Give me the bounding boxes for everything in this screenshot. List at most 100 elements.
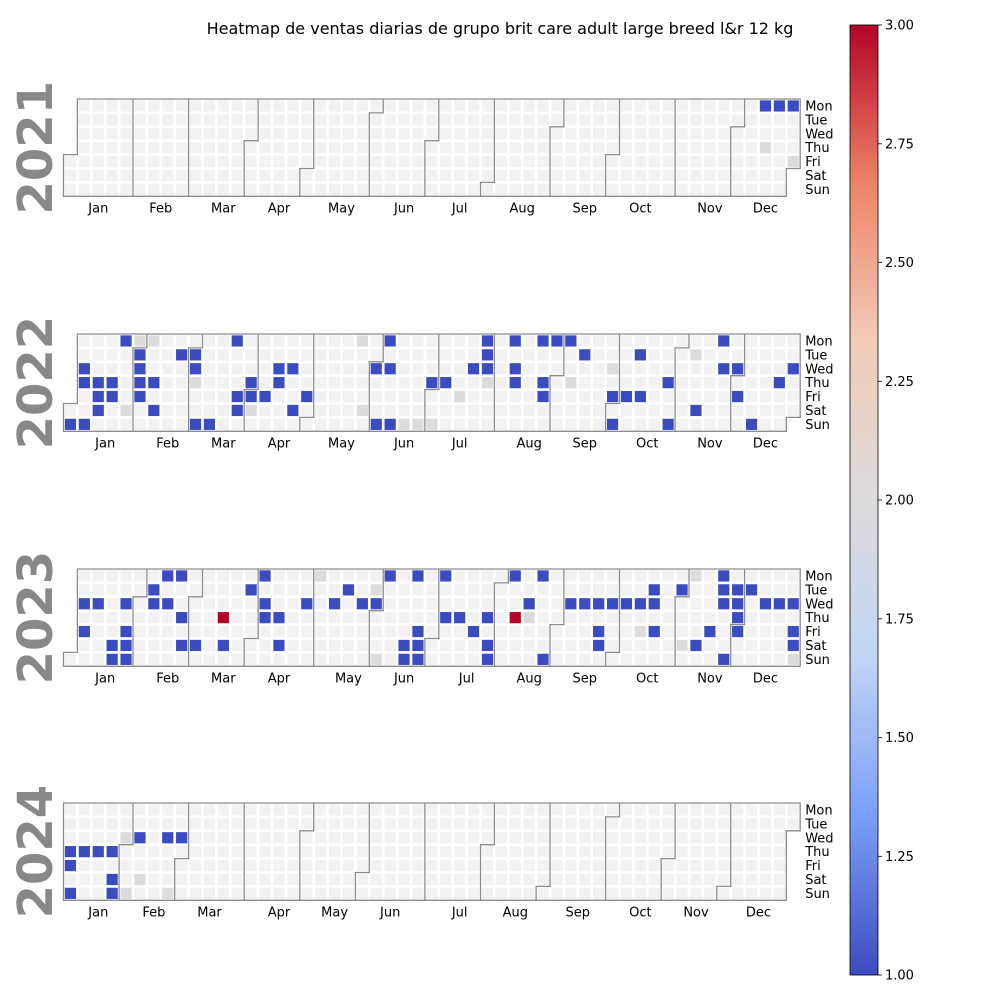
empty-cell-2023-02-01 bbox=[134, 598, 146, 610]
colorbar-tick-label: 2.00 bbox=[885, 494, 914, 509]
empty-cell-2024-01-23 bbox=[106, 818, 118, 830]
month-label-feb: Feb bbox=[156, 671, 179, 686]
sales-cell-2023-03-18 bbox=[217, 639, 229, 652]
empty-cell-2024-01-30 bbox=[120, 818, 132, 830]
empty-cell-2022-06-16 bbox=[398, 377, 410, 389]
empty-cell-2024-07-28 bbox=[467, 887, 480, 899]
empty-cell-2021-06-16 bbox=[398, 128, 410, 140]
colorbar-tick-label: 1.75 bbox=[885, 612, 914, 627]
empty-cell-2022-02-27 bbox=[176, 418, 188, 430]
sales-cell-2023-12-27 bbox=[787, 598, 799, 610]
empty-cell-2024-01-08 bbox=[78, 804, 90, 816]
empty-cell-2023-06-16 bbox=[398, 625, 410, 638]
empty-cell-2023-04-28 bbox=[301, 625, 313, 638]
empty-cell-2022-10-09 bbox=[620, 418, 633, 430]
empty-cell-2024-08-20 bbox=[523, 818, 535, 830]
sales-cell-2022-01-31 bbox=[134, 335, 146, 347]
empty-cell-2023-05-19 bbox=[342, 625, 355, 638]
empty-cell-2024-04-14 bbox=[259, 887, 271, 899]
empty-cell-2024-06-18 bbox=[398, 818, 410, 830]
empty-cell-2023-10-14 bbox=[634, 639, 646, 652]
empty-cell-2023-10-19 bbox=[648, 612, 660, 624]
empty-cell-2021-07-13 bbox=[454, 114, 466, 126]
empty-cell-2024-07-04 bbox=[426, 846, 438, 858]
weekday-label-sat: Sat bbox=[805, 873, 826, 888]
empty-cell-2021-02-25 bbox=[176, 142, 188, 154]
empty-cell-2024-03-11 bbox=[203, 804, 216, 816]
empty-cell-2021-12-19 bbox=[759, 183, 772, 195]
empty-cell-2021-11-13 bbox=[690, 169, 702, 182]
sales-cell-2023-04-13 bbox=[273, 612, 285, 624]
empty-cell-2022-11-17 bbox=[704, 377, 716, 389]
empty-cell-2022-12-15 bbox=[759, 377, 772, 389]
empty-cell-2021-10-06 bbox=[620, 128, 633, 140]
empty-cell-2021-01-05 bbox=[78, 114, 90, 126]
month-boundary bbox=[424, 99, 440, 197]
empty-cell-2023-04-21 bbox=[287, 625, 299, 638]
empty-cell-2021-09-07 bbox=[565, 114, 577, 126]
empty-cell-2022-11-20 bbox=[704, 418, 716, 430]
month-boundary bbox=[549, 569, 565, 667]
empty-cell-2023-07-12 bbox=[454, 598, 466, 610]
empty-cell-2024-09-06 bbox=[551, 859, 563, 872]
empty-cell-2022-12-26 bbox=[787, 335, 799, 347]
empty-cell-2024-08-25 bbox=[523, 887, 535, 899]
empty-cell-2024-10-10 bbox=[620, 846, 633, 858]
sales-cell-2022-01-24 bbox=[120, 335, 132, 347]
empty-cell-2024-06-20 bbox=[398, 846, 410, 858]
empty-cell-2024-07-15 bbox=[454, 804, 466, 816]
empty-cell-2023-10-08 bbox=[620, 653, 633, 665]
empty-cell-2024-09-19 bbox=[579, 846, 591, 858]
sales-cell-2023-12-31 bbox=[787, 653, 799, 665]
empty-cell-2023-07-20 bbox=[467, 612, 480, 624]
sales-cell-2023-12-30 bbox=[787, 639, 799, 652]
empty-cell-2021-05-09 bbox=[315, 183, 327, 195]
empty-cell-2024-06-03 bbox=[370, 804, 382, 816]
sales-cell-2022-04-29 bbox=[301, 390, 313, 403]
empty-cell-2024-07-05 bbox=[426, 859, 438, 872]
sales-cell-2022-06-12 bbox=[384, 418, 396, 430]
empty-cell-2024-10-15 bbox=[634, 818, 646, 830]
sales-cell-2023-10-18 bbox=[648, 598, 660, 610]
empty-cell-2024-09-30 bbox=[606, 804, 619, 816]
empty-cell-2022-12-05 bbox=[745, 335, 758, 347]
empty-cell-2021-03-23 bbox=[231, 114, 243, 126]
empty-cell-2021-09-11 bbox=[565, 169, 577, 182]
empty-cell-2024-10-28 bbox=[662, 804, 674, 816]
empty-cell-2021-05-19 bbox=[342, 128, 355, 140]
empty-cell-2021-01-20 bbox=[106, 128, 118, 140]
empty-cell-2022-12-12 bbox=[759, 335, 772, 347]
sales-cell-2022-10-30 bbox=[662, 418, 674, 430]
empty-cell-2022-06-20 bbox=[412, 335, 424, 347]
empty-cell-2024-11-01 bbox=[662, 859, 674, 872]
empty-cell-2024-12-14 bbox=[745, 873, 758, 886]
empty-cell-2021-01-12 bbox=[92, 114, 104, 126]
empty-cell-2021-01-22 bbox=[106, 155, 118, 168]
empty-cell-2021-05-29 bbox=[356, 169, 368, 182]
sales-cell-2023-02-20 bbox=[176, 570, 188, 582]
month-label-jan: Jan bbox=[94, 671, 115, 686]
empty-cell-2021-08-25 bbox=[537, 128, 549, 140]
empty-cell-2022-11-13 bbox=[690, 418, 702, 430]
month-label-jul: Jul bbox=[451, 905, 468, 920]
empty-cell-2021-08-04 bbox=[495, 128, 507, 140]
empty-cell-2024-11-20 bbox=[704, 832, 716, 844]
empty-cell-2021-04-06 bbox=[259, 114, 271, 126]
empty-cell-2024-09-28 bbox=[593, 873, 605, 886]
empty-cell-2024-04-30 bbox=[301, 818, 313, 830]
empty-cell-2022-03-29 bbox=[245, 349, 257, 361]
month-label-apr: Apr bbox=[268, 436, 291, 451]
empty-cell-2024-03-20 bbox=[217, 832, 229, 844]
empty-cell-2022-09-27 bbox=[606, 349, 619, 361]
empty-cell-2023-06-13 bbox=[398, 584, 410, 596]
empty-cell-2023-07-14 bbox=[454, 625, 466, 638]
empty-cell-2022-11-02 bbox=[676, 363, 688, 375]
empty-cell-2021-04-29 bbox=[301, 142, 313, 154]
empty-cell-2023-02-18 bbox=[162, 639, 174, 652]
empty-cell-2023-05-02 bbox=[315, 584, 327, 596]
empty-cell-2024-05-20 bbox=[342, 804, 355, 816]
empty-cell-2021-11-16 bbox=[704, 114, 716, 126]
empty-cell-2021-01-21 bbox=[106, 142, 118, 154]
empty-cell-2021-07-27 bbox=[481, 114, 494, 126]
